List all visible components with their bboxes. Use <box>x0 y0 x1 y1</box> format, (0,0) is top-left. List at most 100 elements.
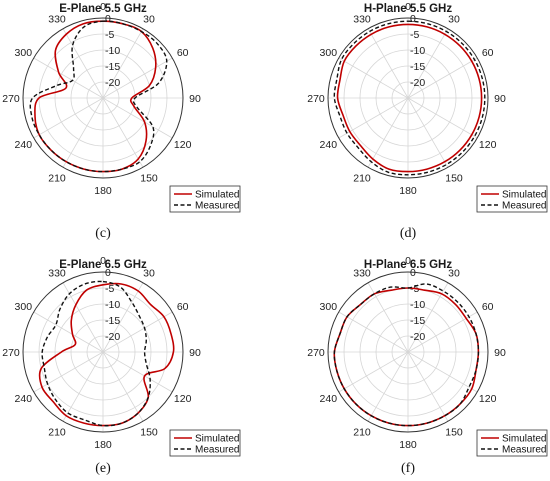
legend-box <box>169 185 241 213</box>
angle-tick-label: 0 <box>100 255 106 267</box>
grid-spoke <box>33 97 104 139</box>
grid-spoke <box>407 351 449 422</box>
panel-caption: (d) <box>400 226 417 241</box>
angle-tick-label: 180 <box>399 439 417 451</box>
legend-label: Measured <box>195 201 239 212</box>
angle-tick-label: 90 <box>189 93 201 105</box>
angle-tick-label: 120 <box>174 393 192 405</box>
radial-tick-label: -10 <box>410 299 425 311</box>
grid-spoke <box>102 97 144 168</box>
angle-tick-label: 240 <box>320 139 338 151</box>
polar-chart-1: 0 30 60 90 120 150 180 210 240 270 300 330 0 -5 -10 -15… <box>307 1 548 241</box>
angle-tick-label: 60 <box>177 47 189 59</box>
radial-tick-label: -5 <box>105 283 114 295</box>
angle-tick-label: 300 <box>15 301 33 313</box>
series-line-simulated <box>38 282 175 427</box>
angle-tick-label: 30 <box>143 267 155 279</box>
angle-tick-label: 330 <box>353 267 371 279</box>
grid-spoke <box>102 351 173 393</box>
legend-label: Measured <box>502 201 546 212</box>
angle-tick-label: 120 <box>479 139 497 151</box>
angle-tick-label: 210 <box>353 427 371 439</box>
legend-label: Measured <box>502 445 546 456</box>
panel-caption: (f) <box>401 461 415 476</box>
radial-tick-label: 0 <box>410 267 416 279</box>
grid-spoke <box>338 57 409 99</box>
grid-spoke <box>102 311 173 353</box>
grid-spoke <box>407 97 449 168</box>
grid-spoke <box>102 97 173 139</box>
angle-tick-label: 180 <box>94 439 112 451</box>
angle-tick-label: 150 <box>140 427 158 439</box>
grid-spoke <box>33 351 104 393</box>
angle-tick-label: 180 <box>399 185 417 197</box>
grid-spoke <box>62 97 104 168</box>
series-line-measured <box>41 280 151 427</box>
angle-tick-label: 30 <box>143 13 155 25</box>
radial-tick-label: -20 <box>105 77 120 89</box>
angle-tick-label: 330 <box>353 13 371 25</box>
angle-tick-label: 330 <box>48 13 66 25</box>
angle-tick-label: 90 <box>494 93 506 105</box>
grid-spoke <box>62 351 104 422</box>
grid-spoke <box>62 28 104 99</box>
panel-caption: (c) <box>95 226 111 241</box>
grid-spoke <box>338 351 409 393</box>
angle-tick-label: 0 <box>100 1 106 13</box>
angle-tick-label: 30 <box>448 13 460 25</box>
angle-tick-label: 0 <box>405 1 411 13</box>
legend-label: Measured <box>195 445 239 456</box>
grid-spoke <box>407 97 478 139</box>
angle-tick-label: 30 <box>448 267 460 279</box>
grid-spoke <box>338 311 409 353</box>
angle-tick-label: 300 <box>320 47 338 59</box>
legend-label: Simulated <box>195 190 239 201</box>
grid-spoke <box>33 311 104 353</box>
grid-spoke <box>367 351 409 422</box>
radial-tick-label: -15 <box>410 315 425 327</box>
radial-tick-label: 0 <box>410 13 416 25</box>
radial-tick-label: -5 <box>410 29 419 41</box>
outer-circle <box>22 271 184 433</box>
panel-caption: (e) <box>95 461 111 476</box>
radial-tick-label: -15 <box>410 61 425 73</box>
grid-spoke <box>407 351 478 393</box>
angle-tick-label: 270 <box>307 93 325 105</box>
grid-spoke <box>102 351 144 422</box>
legend-box <box>169 429 241 457</box>
angle-tick-label: 60 <box>177 301 189 313</box>
angle-tick-label: 270 <box>307 347 325 359</box>
angle-tick-label: 210 <box>48 173 66 185</box>
radial-tick-label: -10 <box>105 45 120 57</box>
grid-spoke <box>407 28 449 99</box>
angle-tick-label: 150 <box>445 173 463 185</box>
angle-tick-label: 120 <box>479 393 497 405</box>
legend-label: Simulated <box>195 434 239 445</box>
series-line-measured <box>29 20 168 173</box>
angle-tick-label: 240 <box>15 393 33 405</box>
series-line-measured <box>333 20 486 176</box>
angle-tick-label: 180 <box>94 185 112 197</box>
angle-tick-label: 90 <box>189 347 201 359</box>
legend-label: Simulated <box>502 434 546 445</box>
radial-tick-label: -20 <box>410 77 425 89</box>
radial-tick-label: -15 <box>105 315 120 327</box>
angle-tick-label: 210 <box>353 173 371 185</box>
angle-tick-label: 0 <box>405 255 411 267</box>
angle-tick-label: 150 <box>445 427 463 439</box>
angle-tick-label: 60 <box>482 47 494 59</box>
angle-tick-label: 150 <box>140 173 158 185</box>
radial-tick-label: -20 <box>410 331 425 343</box>
angle-tick-label: 240 <box>320 393 338 405</box>
grid-spoke <box>102 282 144 353</box>
angle-tick-label: 270 <box>2 93 20 105</box>
grid-spoke <box>367 97 409 168</box>
grid-spoke <box>33 57 104 99</box>
angle-tick-label: 90 <box>494 347 506 359</box>
grid-spoke <box>407 57 478 99</box>
